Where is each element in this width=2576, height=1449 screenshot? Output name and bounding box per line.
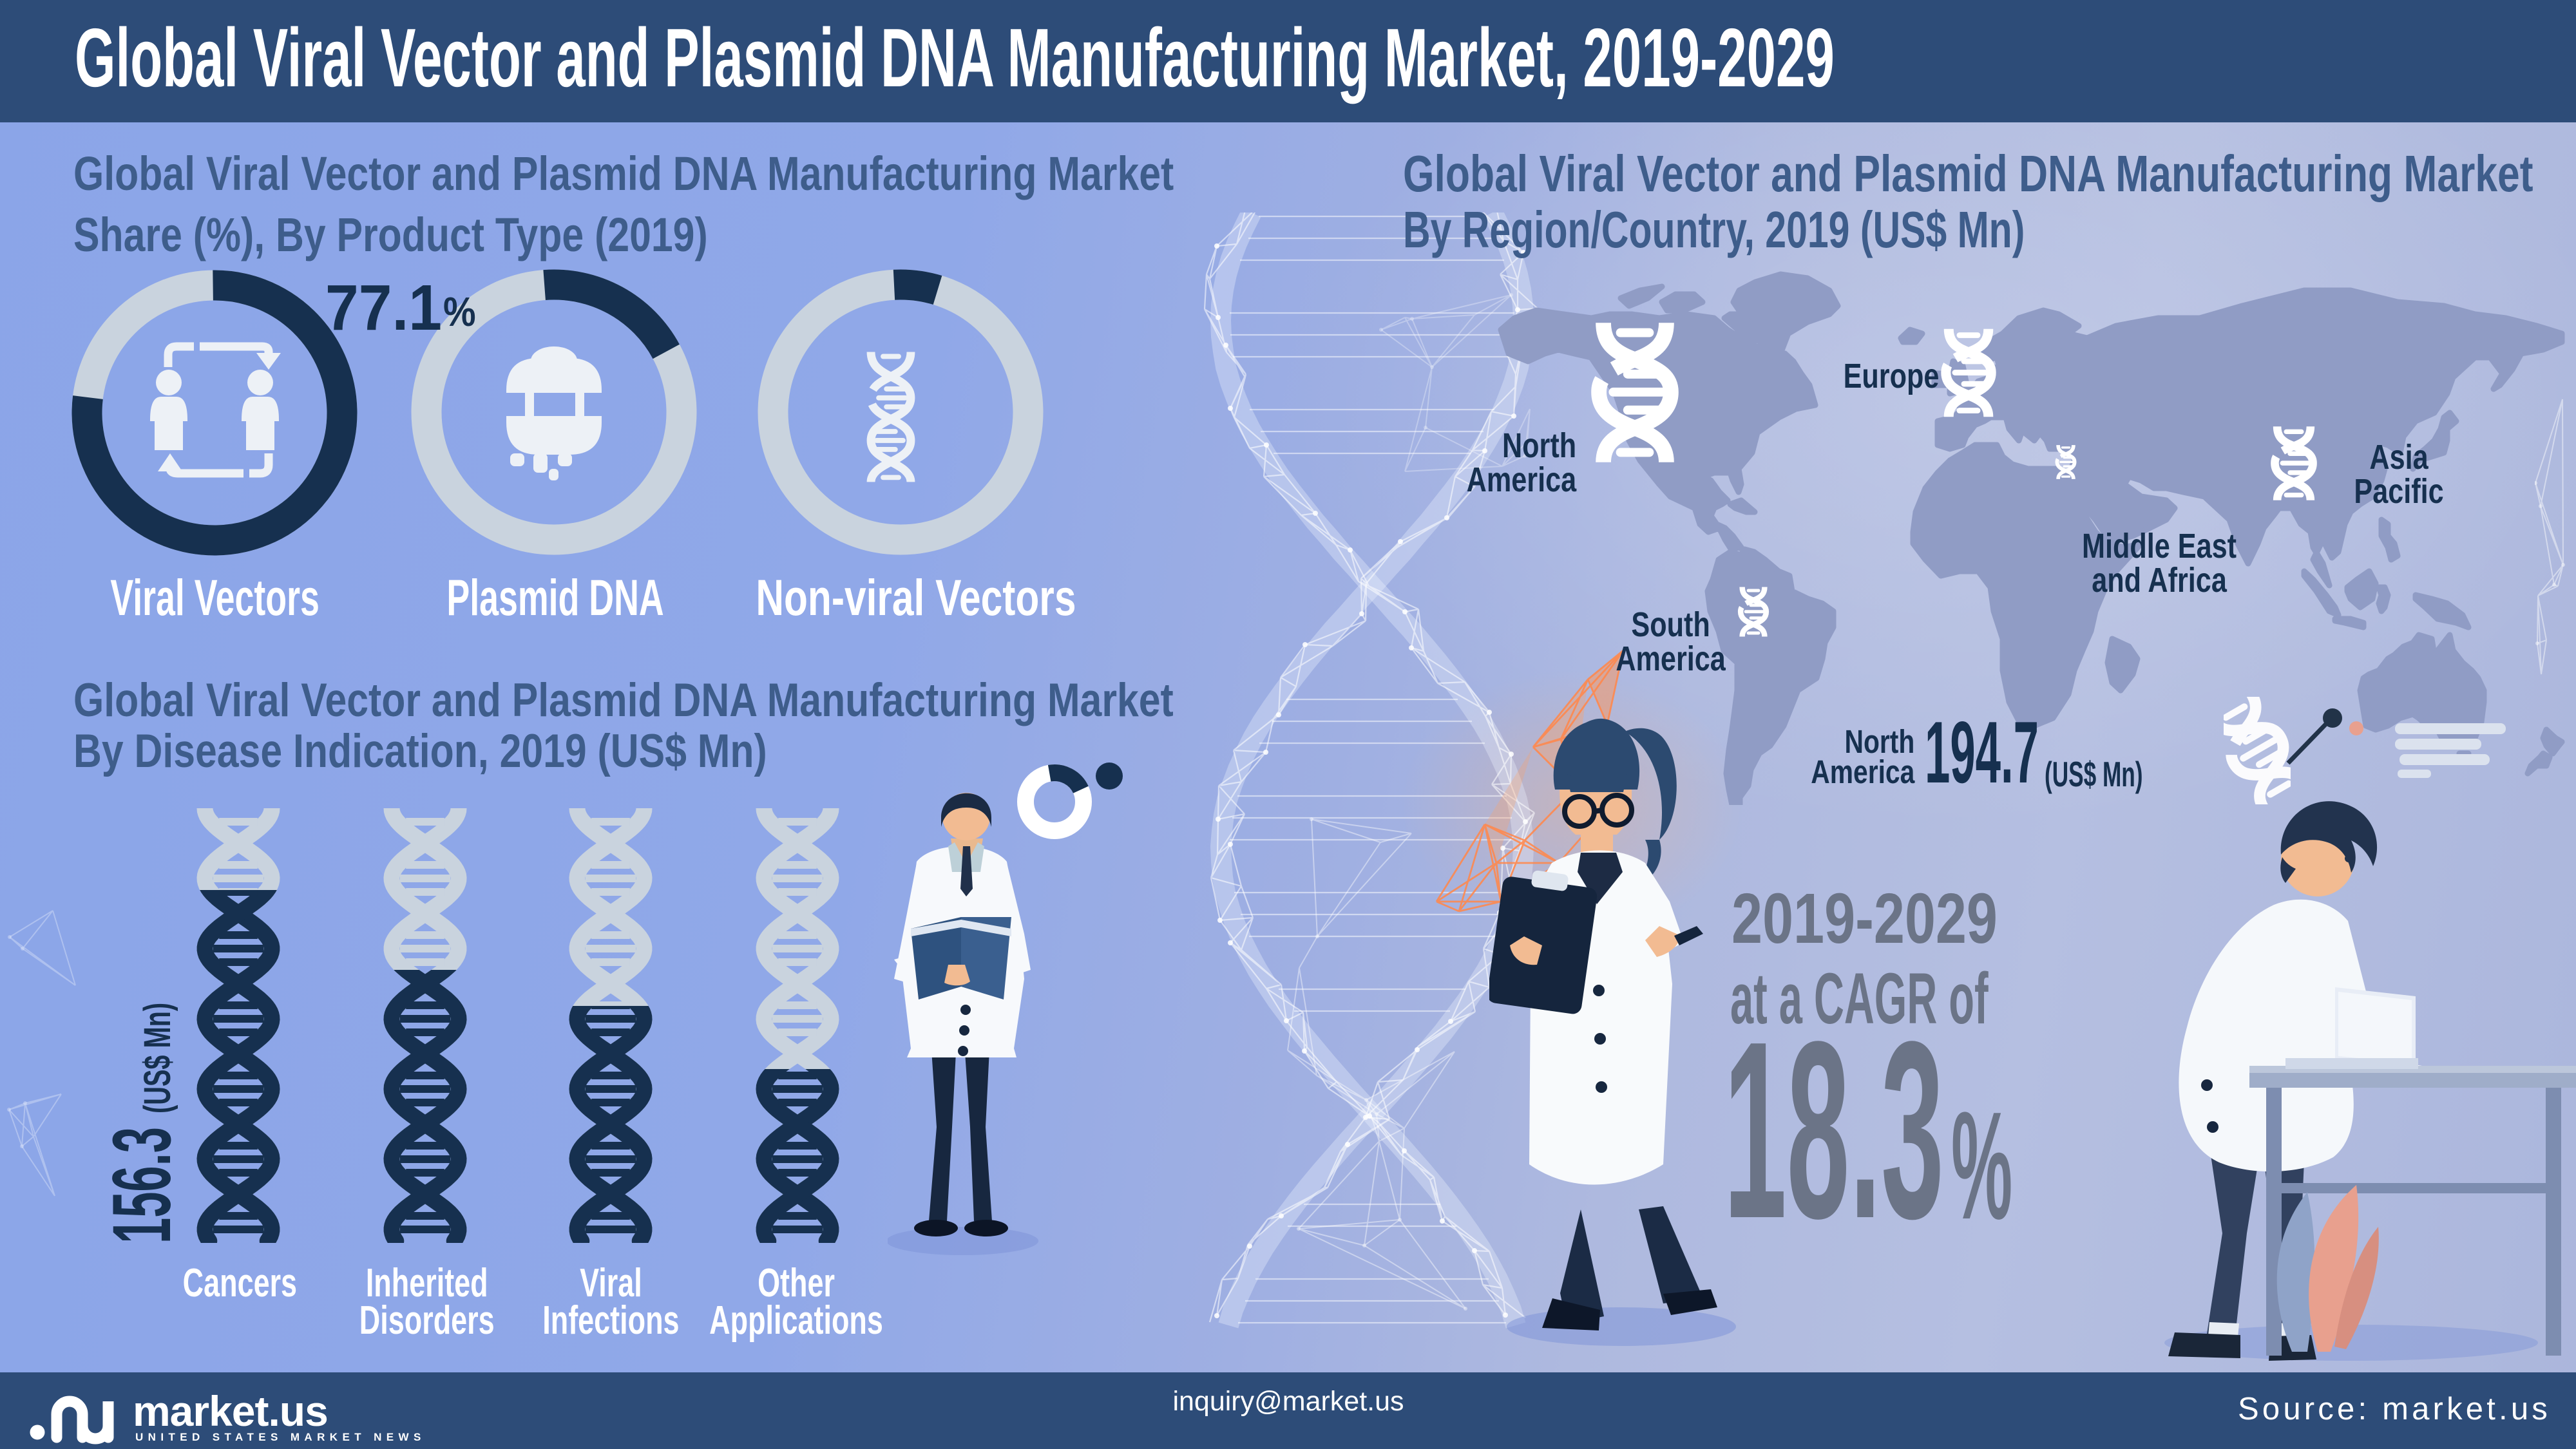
svg-text:(US$ Mn): (US$ Mn) [136,1003,178,1113]
svg-text:156.3: 156.3 [97,1127,180,1244]
svg-text:UNITED STATES MARKET NEWS: UNITED STATES MARKET NEWS [135,1431,426,1443]
svg-text:market.us: market.us [133,1387,328,1435]
